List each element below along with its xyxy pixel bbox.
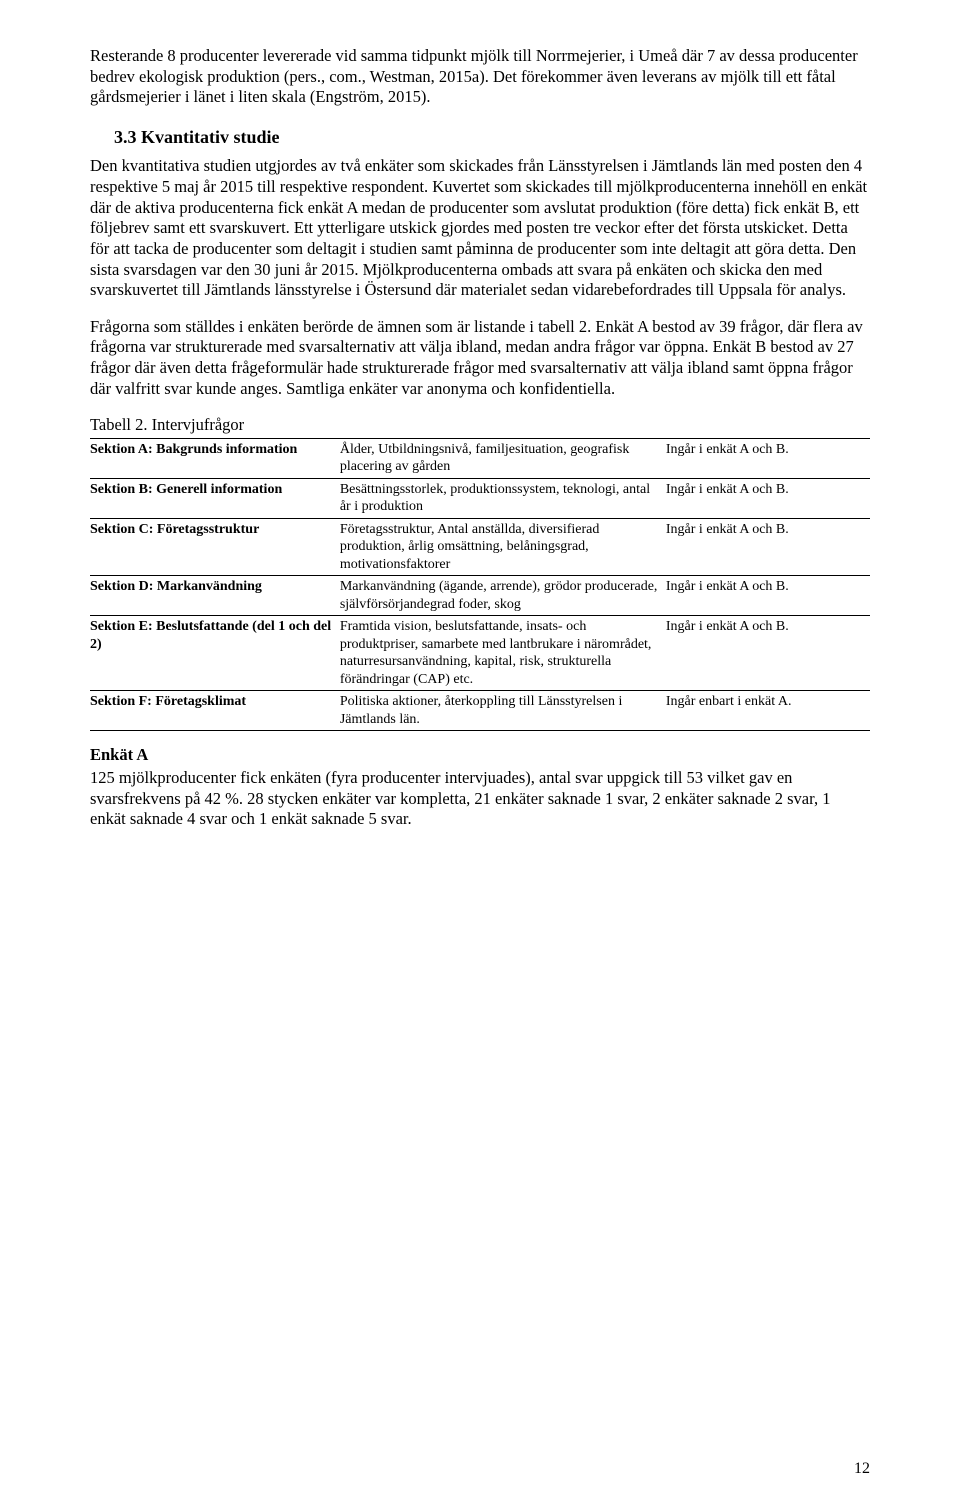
study-paragraph-2: Frågorna som ställdes i enkäten berörde …	[90, 317, 870, 400]
section-label: Sektion E: Beslutsfattande (del 1 och de…	[90, 616, 340, 691]
section-inclusion: Ingår i enkät A och B.	[666, 576, 870, 616]
table-row: Sektion B: Generell information Besättni…	[90, 478, 870, 518]
table-row: Sektion D: Markanvändning Markanvändning…	[90, 576, 870, 616]
section-description: Besättningsstorlek, produktionssystem, t…	[340, 478, 666, 518]
section-label: Sektion A: Bakgrunds information	[90, 438, 340, 478]
table-row: Sektion C: Företagsstruktur Företagsstru…	[90, 518, 870, 576]
section-label: Sektion B: Generell information	[90, 478, 340, 518]
section-description: Markanvändning (ägande, arrende), grödor…	[340, 576, 666, 616]
table-caption: Tabell 2. Intervjufrågor	[90, 415, 870, 436]
section-inclusion: Ingår i enkät A och B.	[666, 616, 870, 691]
section-inclusion: Ingår i enkät A och B.	[666, 478, 870, 518]
page-number: 12	[854, 1459, 870, 1479]
section-description: Företagsstruktur, Antal anställda, diver…	[340, 518, 666, 576]
intro-paragraph: Resterande 8 producenter levererade vid …	[90, 46, 870, 108]
section-label: Sektion F: Företagsklimat	[90, 691, 340, 731]
section-inclusion: Ingår i enkät A och B.	[666, 438, 870, 478]
table-row: Sektion E: Beslutsfattande (del 1 och de…	[90, 616, 870, 691]
section-description: Framtida vision, beslutsfattande, insats…	[340, 616, 666, 691]
table-row: Sektion F: Företagsklimat Politiska akti…	[90, 691, 870, 731]
table-row: Sektion A: Bakgrunds information Ålder, …	[90, 438, 870, 478]
section-inclusion: Ingår enbart i enkät A.	[666, 691, 870, 731]
section-heading-kvantitativ: 3.3 Kvantitativ studie	[114, 126, 870, 149]
section-label: Sektion C: Företagsstruktur	[90, 518, 340, 576]
enkat-a-heading: Enkät A	[90, 745, 870, 766]
section-description: Ålder, Utbildningsnivå, familjesituation…	[340, 438, 666, 478]
section-inclusion: Ingår i enkät A och B.	[666, 518, 870, 576]
interview-questions-table: Sektion A: Bakgrunds information Ålder, …	[90, 438, 870, 732]
section-description: Politiska aktioner, återkoppling till Lä…	[340, 691, 666, 731]
study-paragraph-1: Den kvantitativa studien utgjordes av tv…	[90, 156, 870, 300]
section-label: Sektion D: Markanvändning	[90, 576, 340, 616]
enkat-a-paragraph: 125 mjölkproducenter fick enkäten (fyra …	[90, 768, 870, 830]
document-page: Resterande 8 producenter levererade vid …	[0, 0, 960, 1505]
